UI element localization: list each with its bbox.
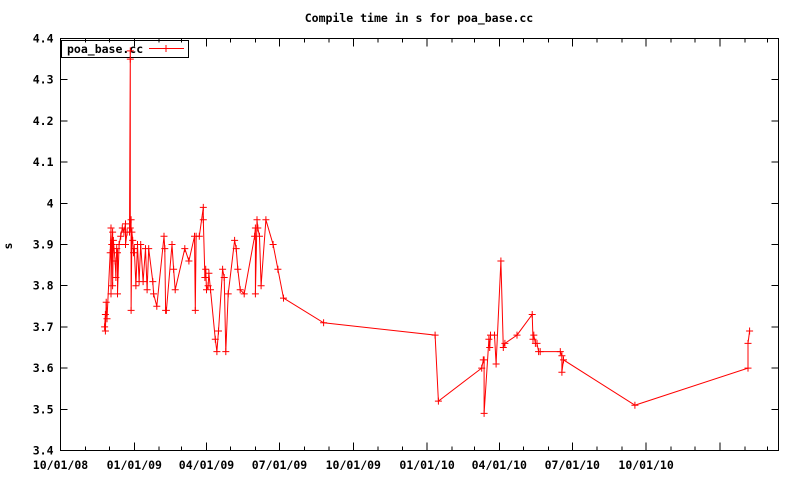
y-tick-label: 4.4 (33, 32, 54, 46)
x-tick-label: 10/01/10 (618, 458, 673, 472)
y-tick-label: 4.3 (33, 73, 54, 87)
chart-title: Compile time in s for poa_base.cc (305, 11, 533, 26)
y-tick-label: 3.6 (33, 361, 54, 375)
y-tick-label: 3.7 (33, 320, 54, 334)
legend-series-sample (149, 45, 184, 52)
plot-border (60, 38, 779, 451)
y-tick-label: 3.5 (33, 402, 54, 416)
x-tick-label: 07/01/09 (252, 458, 307, 472)
x-tick-label: 10/01/08 (33, 458, 88, 472)
y-tick-label: 4 (47, 196, 54, 210)
y-tick-label: 3.9 (33, 238, 54, 252)
axis-ticks (60, 38, 779, 451)
x-tick-label: 04/01/09 (179, 458, 234, 472)
data-point-markers (101, 47, 754, 417)
data-series-line (104, 50, 751, 414)
y-tick-label: 3.8 (33, 279, 54, 293)
x-tick-label: 01/01/09 (107, 458, 162, 472)
y-tick-label: 4.1 (33, 155, 54, 169)
y-tick-label: 3.4 (33, 444, 54, 458)
legend-box (61, 40, 189, 58)
x-tick-label: 01/01/10 (399, 458, 454, 472)
x-tick-label: 10/01/09 (326, 458, 381, 472)
x-tick-label: 07/01/10 (545, 458, 600, 472)
legend-series-label: poa_base.cc (67, 42, 143, 57)
y-tick-label: 4.2 (33, 114, 54, 128)
y-axis-label: s (1, 243, 15, 250)
x-tick-label: 04/01/10 (472, 458, 527, 472)
legend: poa_base.cc (61, 40, 189, 58)
